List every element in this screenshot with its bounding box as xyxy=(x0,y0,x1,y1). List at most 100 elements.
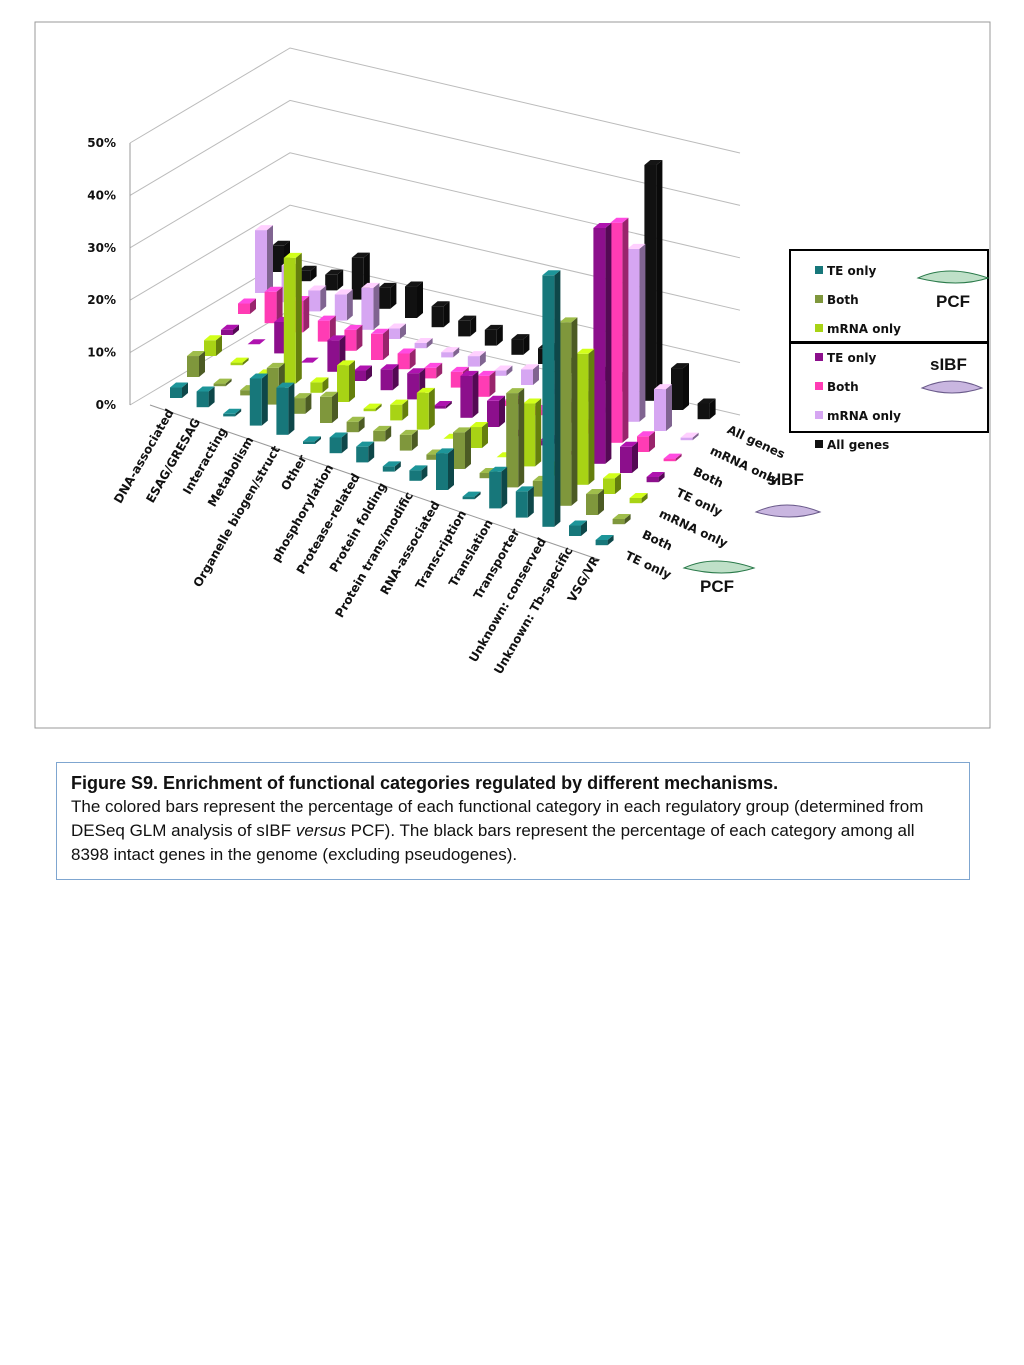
bar xyxy=(320,396,332,423)
bar-side xyxy=(358,416,365,433)
legend-label: All genes xyxy=(827,438,889,452)
bar-top xyxy=(249,373,268,379)
bar-top xyxy=(477,370,496,376)
bar-top xyxy=(354,365,372,371)
bar-top xyxy=(303,436,321,442)
bar-side xyxy=(598,489,604,515)
bar-top xyxy=(223,408,242,414)
axis-line xyxy=(149,404,601,561)
bar xyxy=(441,352,454,358)
bar xyxy=(671,368,683,410)
grid-line xyxy=(129,99,741,206)
bar-side xyxy=(402,399,409,421)
bar xyxy=(382,466,395,472)
bar xyxy=(264,291,277,324)
bar-side xyxy=(315,436,321,444)
bar xyxy=(610,222,623,443)
bar xyxy=(283,257,296,384)
bar xyxy=(325,274,338,291)
bar xyxy=(697,403,710,420)
legend-label: mRNA only xyxy=(827,409,901,423)
bar xyxy=(397,353,410,370)
bar-top xyxy=(414,337,433,343)
bar-top xyxy=(462,491,481,497)
bar xyxy=(221,329,233,335)
bar-top xyxy=(213,378,232,384)
legend-label: Both xyxy=(827,380,859,394)
bar-side xyxy=(225,378,232,387)
bar-side xyxy=(310,265,317,282)
bar-side xyxy=(445,400,452,409)
bar-top xyxy=(569,520,587,526)
y-tick-label: 10% xyxy=(87,346,116,360)
bar-side xyxy=(276,286,283,324)
bar-side xyxy=(356,324,363,351)
bar-side xyxy=(527,486,534,518)
bar-top xyxy=(238,298,256,304)
bar xyxy=(458,320,471,337)
bar-side xyxy=(261,373,268,426)
bar-top xyxy=(283,252,302,258)
bar-top xyxy=(399,429,418,435)
legend-label: mRNA only xyxy=(827,322,901,336)
bar-top xyxy=(317,315,336,321)
bar xyxy=(230,362,243,366)
legend-label: TE only xyxy=(827,351,876,365)
bar xyxy=(310,382,323,393)
bar-side xyxy=(341,432,348,454)
caption-text: The colored bars represent the percentag… xyxy=(71,797,924,840)
bar-side xyxy=(605,223,612,464)
bar-top xyxy=(467,351,486,357)
bar xyxy=(371,333,383,360)
bar xyxy=(511,339,524,355)
bar-side xyxy=(182,382,188,398)
bar-top xyxy=(405,281,423,287)
bar-side xyxy=(658,471,665,483)
bar xyxy=(378,287,391,309)
bar xyxy=(569,525,581,536)
bar-top xyxy=(487,395,505,401)
bar-top xyxy=(344,324,363,330)
bar xyxy=(680,437,693,441)
bar-top xyxy=(494,365,513,371)
bar xyxy=(515,491,528,518)
bar-top xyxy=(453,427,471,433)
bar-side xyxy=(288,382,295,435)
bar xyxy=(620,446,632,473)
bar xyxy=(462,496,475,500)
bar-top xyxy=(654,384,672,390)
bar-side xyxy=(639,243,646,422)
bar xyxy=(346,421,359,433)
bar-top xyxy=(612,513,631,519)
bar xyxy=(644,165,657,401)
bar-side xyxy=(250,298,256,314)
bar xyxy=(274,321,287,354)
bar-top xyxy=(441,347,460,353)
bar-side xyxy=(421,465,428,481)
legend-swatch xyxy=(815,440,823,448)
bar xyxy=(388,328,400,339)
bar xyxy=(629,497,642,504)
bar-top xyxy=(266,362,285,368)
bar-top xyxy=(644,160,663,165)
bar-top xyxy=(371,328,389,334)
bar xyxy=(266,367,279,405)
bar-top xyxy=(327,335,346,341)
bar-top xyxy=(680,432,699,438)
bar-side xyxy=(443,301,450,328)
bar-side xyxy=(448,448,454,490)
bar-side xyxy=(216,335,222,356)
bar-side xyxy=(649,431,655,452)
bar xyxy=(494,370,507,376)
bar-side xyxy=(332,391,338,423)
bar xyxy=(170,387,182,398)
bar-top xyxy=(436,448,454,454)
bar-top xyxy=(489,466,508,472)
bar-side xyxy=(428,387,435,430)
bar-top xyxy=(671,363,689,369)
bar xyxy=(523,403,536,467)
y-tick-label: 50% xyxy=(87,136,116,150)
bar xyxy=(521,369,533,385)
bar-top xyxy=(458,315,477,321)
group-label: PCF xyxy=(700,577,734,596)
